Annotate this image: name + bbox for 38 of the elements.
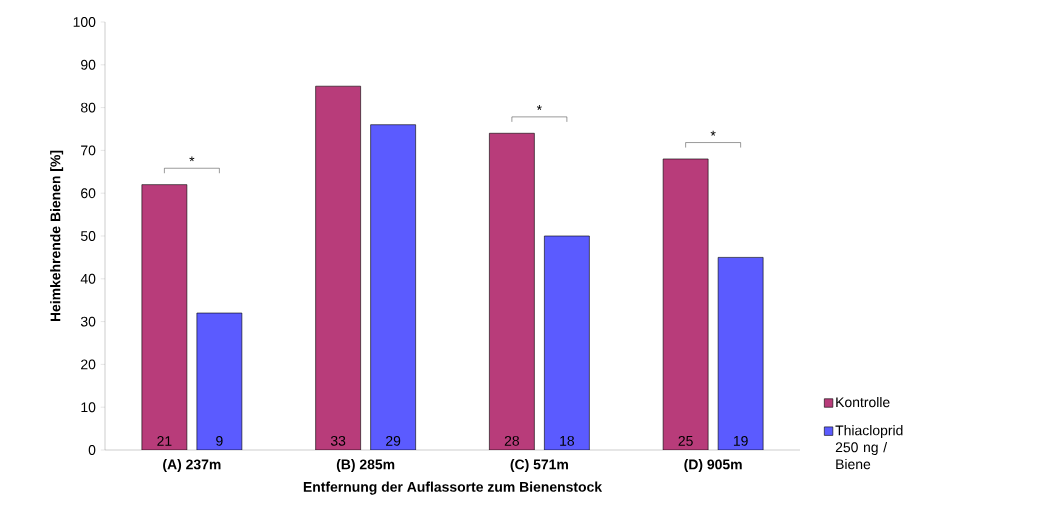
annotation: 29	[386, 435, 401, 446]
bar	[141, 184, 188, 450]
x-tick-label: (D) 905m	[684, 459, 742, 473]
bar	[196, 312, 243, 450]
x-tick-label: (C) 571m	[510, 459, 568, 473]
annotation: 19	[733, 435, 748, 446]
bar	[315, 85, 361, 450]
bar	[717, 257, 764, 450]
y-tick-label: 70	[81, 145, 96, 156]
annotation: *	[710, 130, 716, 136]
x-axis-title: Entfernung der Auflassorte zum Bienenstock	[303, 481, 603, 495]
y-tick-label: 40	[80, 273, 96, 284]
y-tick-label: 80	[81, 102, 96, 113]
y-tick-label: 10	[81, 402, 96, 413]
annotation: *	[189, 156, 195, 162]
annotation: 33	[330, 435, 346, 446]
annotation: 21	[157, 436, 172, 446]
annotation: 9	[216, 435, 223, 446]
y-tick-label: 100	[73, 17, 96, 27]
bar	[662, 158, 709, 450]
bar	[489, 132, 535, 450]
x-tick-label: (A) 237m	[163, 459, 221, 473]
y-tick-label: 30	[80, 316, 96, 327]
legend-label: Kontrolle	[836, 396, 890, 408]
x-tick-label: (B) 285m	[336, 459, 395, 473]
y-tick-label: 20	[81, 359, 96, 370]
bar	[544, 235, 590, 450]
bar	[370, 124, 416, 450]
annotation: 18	[560, 435, 575, 446]
annotation: *	[536, 105, 542, 110]
y-axis-title: Heimkehrende Bienen [%]	[50, 150, 64, 322]
y-tick-label: 60	[81, 188, 96, 199]
legend-label: Thiacloprid 250 ng / Biene	[835, 425, 903, 470]
y-tick-label: 50	[80, 231, 96, 241]
y-tick-label: 90	[81, 59, 96, 70]
y-tick-label: 0	[88, 445, 96, 455]
annotation: 28	[504, 435, 520, 446]
annotation: 25	[678, 435, 693, 446]
